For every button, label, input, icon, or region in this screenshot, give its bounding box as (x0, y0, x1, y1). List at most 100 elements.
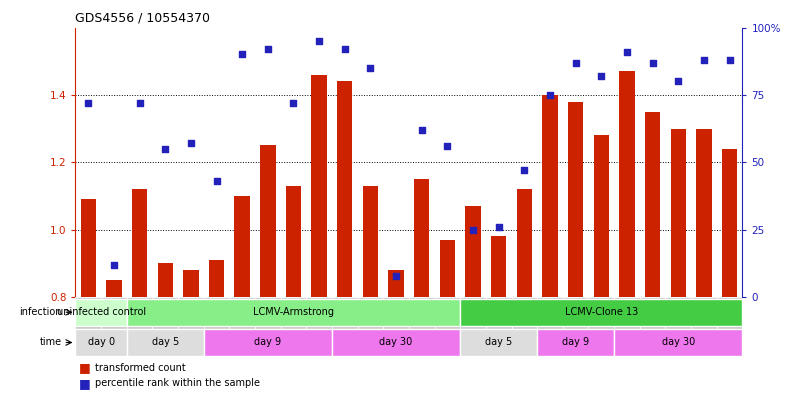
Bar (204, 297, 229, 342)
Text: infection: infection (20, 307, 62, 317)
Bar (568, 102, 584, 297)
Text: uninfected control: uninfected control (56, 307, 145, 317)
Text: ■: ■ (79, 361, 91, 374)
Bar (286, 186, 301, 297)
Text: day 30: day 30 (661, 338, 695, 347)
Point (210, 178, 223, 184)
Bar (75, 297, 101, 342)
Bar (717, 297, 742, 342)
Bar (414, 179, 430, 297)
Bar (409, 297, 434, 342)
Bar (311, 75, 327, 297)
Bar (388, 270, 404, 297)
Bar (594, 135, 609, 297)
Bar (461, 329, 538, 356)
Point (518, 167, 530, 174)
Text: transformed count: transformed count (95, 362, 186, 373)
Bar (517, 189, 532, 297)
Bar (204, 329, 332, 356)
Text: day 5: day 5 (152, 338, 179, 347)
Text: ■: ■ (79, 376, 91, 389)
Text: LCMV-Armstrong: LCMV-Armstrong (253, 307, 334, 317)
Bar (127, 297, 152, 342)
Bar (357, 297, 384, 342)
Bar (132, 189, 147, 297)
Point (569, 59, 582, 66)
Text: percentile rank within the sample: percentile rank within the sample (95, 378, 260, 388)
Point (698, 57, 711, 63)
Bar (255, 297, 280, 342)
Bar (209, 260, 224, 297)
Bar (511, 297, 538, 342)
Bar (440, 240, 455, 297)
Point (287, 100, 300, 106)
Bar (696, 129, 711, 297)
Bar (461, 297, 486, 342)
Bar (614, 329, 742, 356)
Bar (260, 145, 276, 297)
Bar (332, 329, 461, 356)
Bar (461, 299, 742, 326)
Bar (614, 297, 640, 342)
Bar (465, 206, 480, 297)
Bar (306, 297, 332, 342)
Text: LCMV-Clone 13: LCMV-Clone 13 (565, 307, 638, 317)
Point (159, 146, 172, 152)
Point (492, 224, 505, 230)
Bar (538, 297, 563, 342)
Point (236, 51, 249, 58)
Point (261, 46, 274, 52)
Text: day 9: day 9 (562, 338, 589, 347)
Text: day 30: day 30 (380, 338, 413, 347)
Bar (127, 299, 461, 326)
Text: time: time (40, 338, 62, 347)
Bar (542, 95, 557, 297)
Point (723, 57, 736, 63)
Point (544, 92, 557, 98)
Bar (106, 280, 121, 297)
Bar (491, 237, 507, 297)
Bar (665, 297, 691, 342)
Point (184, 140, 197, 147)
Bar (691, 297, 717, 342)
Bar (178, 297, 204, 342)
Bar (80, 199, 96, 297)
Bar (640, 297, 665, 342)
Point (338, 46, 351, 52)
Bar (486, 297, 511, 342)
Text: GDS4556 / 10554370: GDS4556 / 10554370 (75, 12, 210, 25)
Bar (337, 81, 353, 297)
Point (133, 100, 146, 106)
Bar (280, 297, 306, 342)
Point (415, 127, 428, 133)
Point (313, 38, 326, 44)
Point (467, 226, 480, 233)
Point (390, 272, 403, 279)
Bar (671, 129, 686, 297)
Text: day 5: day 5 (485, 338, 512, 347)
Bar (588, 297, 614, 342)
Point (82, 100, 94, 106)
Bar (619, 71, 634, 297)
Bar (127, 329, 204, 356)
Bar (75, 299, 127, 326)
Bar (363, 186, 378, 297)
Bar (183, 270, 198, 297)
Bar (152, 297, 178, 342)
Bar (101, 297, 127, 342)
Bar (434, 297, 461, 342)
Bar (384, 297, 409, 342)
Point (364, 65, 377, 71)
Text: day 9: day 9 (254, 338, 281, 347)
Point (672, 78, 684, 84)
Point (107, 262, 120, 268)
Bar (722, 149, 738, 297)
Bar (645, 112, 661, 297)
Point (621, 49, 634, 55)
Text: day 0: day 0 (87, 338, 114, 347)
Bar (538, 329, 614, 356)
Point (646, 59, 659, 66)
Bar (563, 297, 588, 342)
Bar (75, 329, 127, 356)
Bar (229, 297, 255, 342)
